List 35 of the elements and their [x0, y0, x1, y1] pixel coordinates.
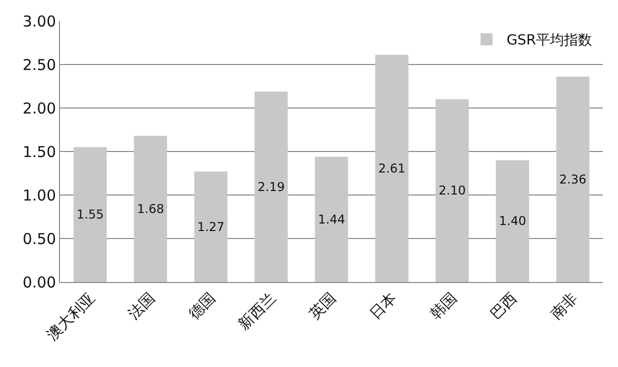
text: 1.50	[22, 142, 56, 161]
x-tick-label: 南非	[547, 288, 581, 323]
data-label: 1.27	[197, 220, 224, 234]
text: 3.00	[22, 12, 56, 30]
data-label: 2.10	[438, 184, 466, 198]
bar	[314, 156, 348, 282]
x-tick-label: 新西兰	[234, 288, 280, 334]
x-tick-label: 德国	[185, 288, 219, 323]
x-tick-label: 澳大利亚	[43, 288, 98, 344]
data-label: 2.19	[258, 180, 285, 194]
x-tick-label: 日本	[366, 288, 400, 323]
x-tick-label: 巴西	[486, 288, 521, 323]
bar	[74, 147, 107, 282]
x-tick-label: 法国	[124, 288, 159, 323]
bar	[194, 172, 228, 282]
x-tick-label: 英国	[306, 288, 340, 323]
bar	[496, 160, 530, 282]
text: 2.50	[22, 56, 56, 74]
text: 0.00	[22, 273, 56, 292]
bar	[375, 54, 408, 282]
data-label: 1.44	[318, 212, 346, 226]
data-label: 1.55	[76, 208, 104, 222]
bar	[134, 136, 168, 282]
legend-label: GSR平均指数	[506, 32, 592, 49]
data-label: 2.36	[559, 172, 586, 186]
data-label: 1.40	[498, 214, 526, 228]
x-tick-label: 韩国	[426, 288, 460, 323]
bar	[556, 76, 590, 282]
text: 2.00	[22, 99, 56, 118]
data-label: 1.68	[136, 202, 164, 216]
text: 0.50	[22, 230, 56, 248]
text: 1.00	[22, 186, 56, 204]
data-label: 2.61	[378, 162, 406, 176]
bar	[436, 99, 469, 282]
bar	[254, 91, 288, 282]
